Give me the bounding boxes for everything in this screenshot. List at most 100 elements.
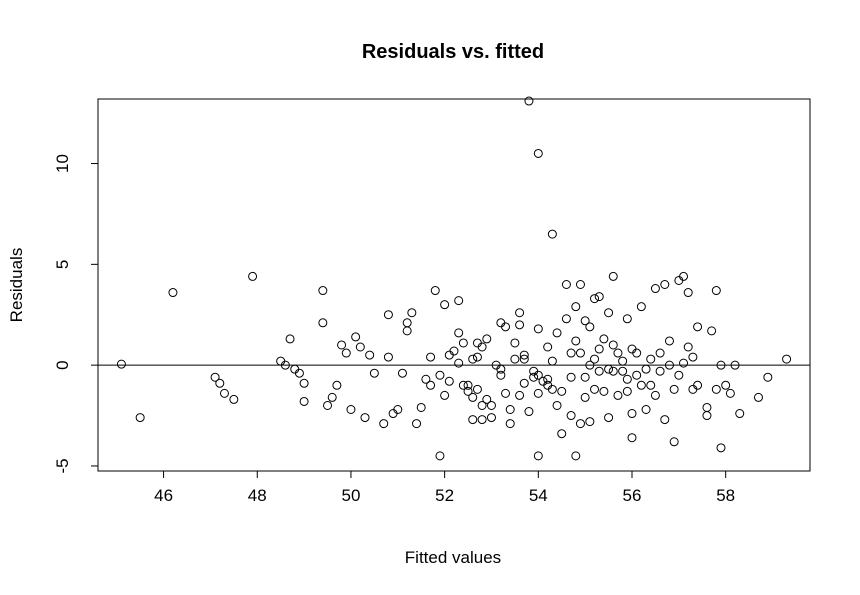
data-point (782, 354, 792, 364)
data-point (604, 364, 614, 374)
data-point (341, 348, 351, 358)
data-point (618, 366, 628, 376)
data-point (421, 374, 431, 384)
data-point (618, 356, 628, 366)
data-point (632, 348, 642, 358)
data-point (519, 350, 529, 360)
data-point (543, 374, 553, 384)
data-point (440, 300, 450, 310)
data-point (721, 380, 731, 390)
data-point (707, 326, 717, 336)
data-point (608, 340, 618, 350)
x-tick-label: 56 (623, 486, 642, 505)
data-point (650, 284, 660, 294)
data-point (383, 352, 393, 362)
data-point (294, 368, 304, 378)
data-point (650, 390, 660, 400)
data-point (669, 437, 679, 447)
data-point (430, 286, 440, 296)
data-point (477, 342, 487, 352)
data-point (547, 356, 557, 366)
data-point (402, 318, 412, 328)
data-point (524, 96, 534, 106)
data-point (449, 346, 459, 356)
data-point (702, 411, 712, 421)
data-point (552, 400, 562, 410)
data-point (655, 348, 665, 358)
data-point (702, 402, 712, 412)
data-point (346, 405, 356, 415)
data-point (585, 417, 595, 427)
data-point (575, 348, 585, 358)
data-point (641, 405, 651, 415)
data-point (355, 342, 365, 352)
data-point (679, 358, 689, 368)
data-point (519, 354, 529, 364)
data-point (693, 322, 703, 332)
data-point (318, 286, 328, 296)
data-point (360, 413, 370, 423)
data-point (571, 302, 581, 312)
data-point (547, 384, 557, 394)
data-point (571, 451, 581, 461)
data-point (533, 324, 543, 334)
data-point (510, 338, 520, 348)
data-point (604, 413, 614, 423)
data-point (515, 390, 525, 400)
data-point (426, 352, 436, 362)
data-point (318, 318, 328, 328)
data-point (383, 310, 393, 320)
data-point (496, 370, 506, 380)
data-point (444, 376, 454, 386)
data-point (327, 392, 337, 402)
data-point (557, 386, 567, 396)
x-axis: 46 48 50 52 54 56 58 (154, 470, 735, 505)
data-point (248, 271, 258, 281)
data-point (323, 400, 333, 410)
x-tick-label: 54 (529, 486, 548, 505)
data-point (369, 368, 379, 378)
data-point (679, 271, 689, 281)
data-point (622, 314, 632, 324)
data-point (608, 366, 618, 376)
x-tick-label: 48 (248, 486, 267, 505)
data-point (210, 372, 220, 382)
data-point (622, 386, 632, 396)
data-point (519, 378, 529, 388)
data-point (580, 392, 590, 402)
data-point (477, 400, 487, 410)
data-point (505, 405, 515, 415)
data-point (594, 344, 604, 354)
data-point (463, 386, 473, 396)
data-point (533, 388, 543, 398)
data-point (763, 372, 773, 382)
data-point (477, 415, 487, 425)
data-point (636, 380, 646, 390)
data-point (711, 384, 721, 394)
data-point (435, 370, 445, 380)
data-point (379, 419, 389, 429)
y-tick-label: -5 (53, 458, 72, 473)
data-point (664, 336, 674, 346)
data-point (351, 332, 361, 342)
data-point (426, 380, 436, 390)
data-point (280, 360, 290, 370)
data-point (655, 366, 665, 376)
data-point (566, 411, 576, 421)
data-point (468, 354, 478, 364)
data-point (510, 354, 520, 364)
data-point (533, 370, 543, 380)
data-point (482, 334, 492, 344)
data-point (486, 400, 496, 410)
y-axis-label: Residuals (7, 248, 26, 323)
data-point (468, 415, 478, 425)
data-point (693, 380, 703, 390)
data-point (627, 433, 637, 443)
data-point (402, 326, 412, 336)
data-point (594, 366, 604, 376)
data-point (590, 294, 600, 304)
data-point (337, 340, 347, 350)
data-point (632, 370, 642, 380)
data-point (454, 296, 464, 306)
data-point (594, 292, 604, 302)
